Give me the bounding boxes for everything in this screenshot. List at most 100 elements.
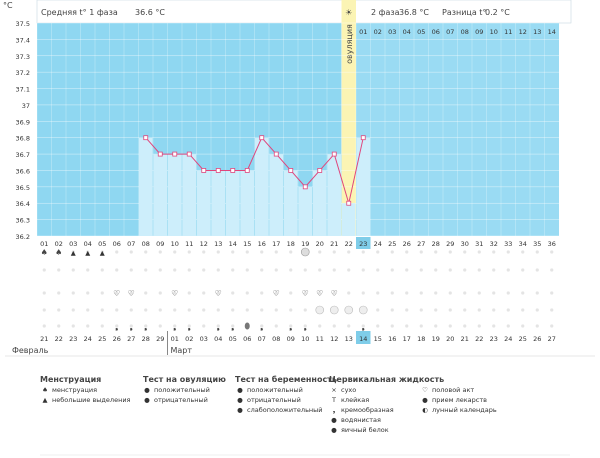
empty-dot	[216, 308, 220, 312]
phase1-label: Средняя t° 1 фаза	[41, 8, 118, 17]
creamy-cm-icon: ❟	[144, 322, 147, 331]
empty-dot	[463, 291, 467, 295]
empty-dot	[231, 250, 235, 254]
creamy-cm-icon: ❟	[115, 322, 118, 331]
empty-dot	[390, 324, 394, 328]
pregnancy-test-weak-icon: ●	[237, 406, 243, 414]
temperature-bar	[197, 170, 211, 236]
empty-dot	[274, 324, 278, 328]
empty-dot	[463, 268, 467, 272]
sex-icon: ♡	[331, 289, 338, 298]
temperature-bar	[269, 154, 283, 236]
cycle-day-label: 24	[374, 240, 382, 248]
temperature-point	[302, 184, 308, 190]
legend-item-label: отрицательный	[247, 396, 301, 404]
empty-dot	[289, 268, 293, 272]
empty-dot	[129, 324, 133, 328]
menstruation-icon: ♠	[42, 386, 48, 394]
temperature-bar	[284, 170, 298, 236]
empty-dot	[318, 291, 322, 295]
empty-dot	[361, 291, 365, 295]
pregnancy-test-negative-icon: ●	[237, 396, 243, 404]
empty-dot	[187, 268, 191, 272]
empty-dot	[231, 308, 235, 312]
cycle-day-label: 05	[98, 240, 106, 248]
header-row: °C Средняя t° 1 фаза 36.6 °C 2 фаза 36.8…	[3, 0, 572, 24]
empty-dot	[492, 308, 496, 312]
empty-dot	[42, 324, 46, 328]
y-tick-label: 36.3	[16, 217, 30, 225]
empty-dot	[115, 324, 119, 328]
sex-icon: ♡	[113, 289, 120, 298]
empty-dot	[274, 268, 278, 272]
empty-dot	[57, 250, 61, 254]
moon-calendar-icon: ◐	[422, 406, 428, 414]
calendar-date-label: 26	[533, 335, 541, 343]
calendar-date-label: 26	[113, 335, 121, 343]
spotting-icon: ▲	[85, 249, 90, 257]
pregnancy-test-positive-icon: ●	[237, 386, 243, 394]
cycle-day-label: 04	[84, 240, 92, 248]
cycle-day-label: 28	[432, 240, 440, 248]
temperature-bar	[153, 154, 167, 236]
empty-dot	[376, 250, 380, 254]
empty-dot	[100, 308, 104, 312]
empty-dot	[521, 324, 525, 328]
y-tick-label: 37	[22, 102, 30, 110]
y-unit-label: °C	[3, 1, 13, 10]
calendar-date-label: 28	[142, 335, 150, 343]
empty-dot	[492, 291, 496, 295]
calendar-date-label: 20	[446, 335, 454, 343]
empty-dot	[173, 308, 177, 312]
empty-dot	[550, 308, 554, 312]
legend-item-label: лунный календарь	[432, 406, 497, 414]
legend-item-label: менструация	[52, 386, 97, 394]
empty-dot	[289, 250, 293, 254]
empty-dot	[231, 291, 235, 295]
cycle-day-label: 10	[171, 240, 179, 248]
current-day-box	[356, 237, 371, 249]
creamy-cm-icon: ❟	[130, 322, 133, 331]
menstruation-icon: ♠	[55, 248, 62, 257]
empty-dot	[71, 308, 75, 312]
cycle-day-label: 13	[214, 240, 222, 248]
calendar-date-label: 22	[55, 335, 63, 343]
cycle-day-label: 12	[200, 240, 208, 248]
empty-dot	[216, 268, 220, 272]
empty-dot	[477, 324, 481, 328]
empty-dot	[318, 250, 322, 254]
temperature-point	[346, 200, 352, 206]
empty-dot	[158, 291, 162, 295]
empty-dot	[463, 324, 467, 328]
empty-dot	[477, 308, 481, 312]
legend-item-label: яичный белок	[341, 426, 389, 434]
empty-dot	[332, 268, 336, 272]
empty-dot	[506, 268, 510, 272]
empty-dot	[535, 324, 539, 328]
empty-dot	[405, 324, 409, 328]
empty-dot	[173, 324, 177, 328]
creamy-cm-icon: ❟	[289, 322, 292, 331]
temperature-bar	[356, 137, 370, 236]
empty-dot	[521, 308, 525, 312]
empty-dot	[506, 250, 510, 254]
calendar-date-label: 27	[548, 335, 556, 343]
ovulation-test-negative-icon: ●	[144, 396, 150, 404]
empty-dot	[434, 250, 438, 254]
calendar-date-label: 05	[229, 335, 237, 343]
empty-dot	[434, 308, 438, 312]
calendar-date-label: 07	[258, 335, 266, 343]
temperature-bar	[313, 170, 327, 236]
cycle-day-label: 08	[142, 240, 150, 248]
sun-icon: ☀	[345, 8, 352, 17]
empty-dot	[173, 291, 177, 295]
cycle-day-label: 01	[40, 240, 48, 248]
calendar-date-label: 03	[200, 335, 208, 343]
temperature-point	[157, 151, 163, 157]
cycle-day-label: 26	[403, 240, 411, 248]
empty-dot	[100, 324, 104, 328]
empty-dot	[173, 250, 177, 254]
creamy-cm-icon: ❟	[304, 322, 307, 331]
cycle-day-label: 06	[113, 240, 121, 248]
